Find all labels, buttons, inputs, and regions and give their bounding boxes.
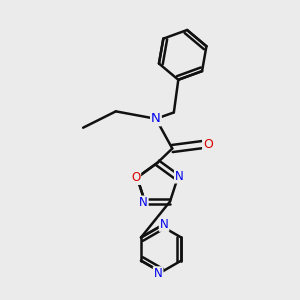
Text: N: N: [175, 169, 184, 183]
Text: N: N: [151, 112, 161, 125]
Text: N: N: [160, 218, 168, 231]
Text: N: N: [154, 267, 163, 280]
Text: O: O: [203, 138, 213, 151]
Text: N: N: [139, 196, 148, 209]
Text: O: O: [131, 171, 140, 184]
